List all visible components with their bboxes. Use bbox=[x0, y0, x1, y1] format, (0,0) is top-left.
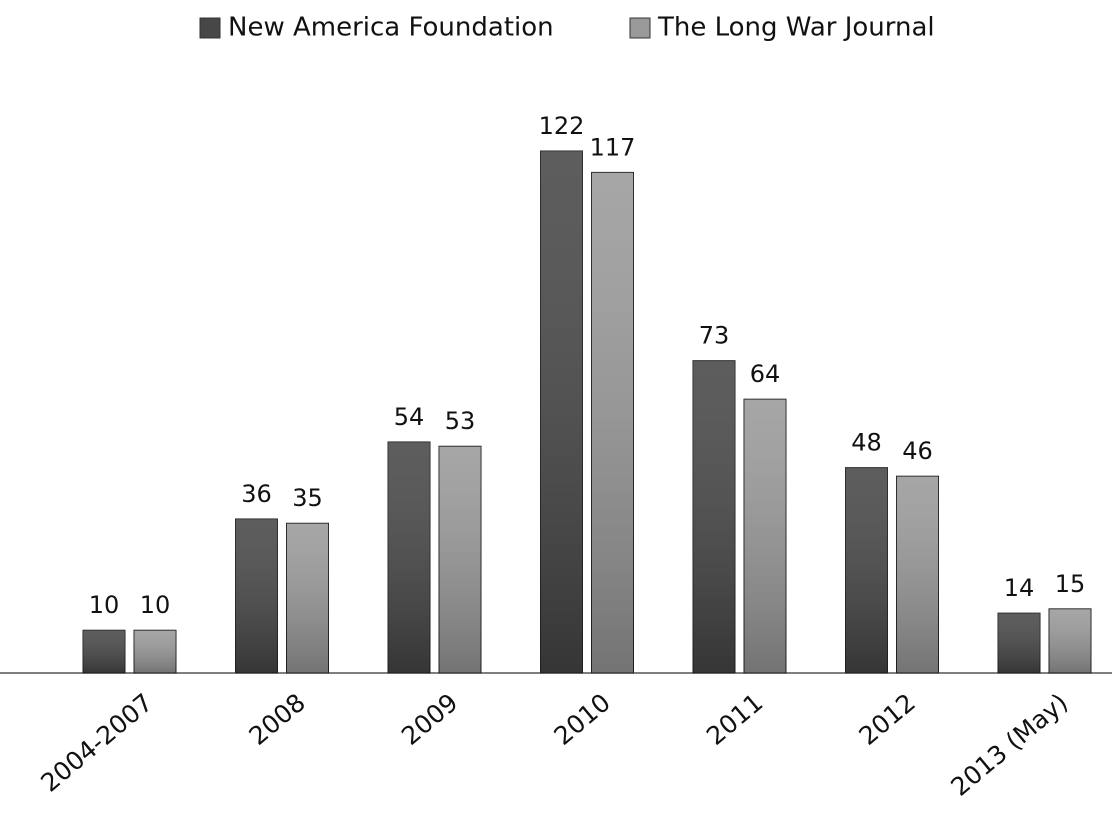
bar bbox=[387, 441, 431, 674]
data-label: 36 bbox=[241, 480, 272, 508]
data-label: 122 bbox=[539, 112, 585, 140]
data-label: 73 bbox=[699, 322, 730, 350]
data-label: 53 bbox=[445, 407, 476, 435]
bar bbox=[133, 629, 177, 674]
legend-label: New America Foundation bbox=[228, 13, 554, 43]
data-label: 14 bbox=[1004, 574, 1035, 602]
data-label: 15 bbox=[1055, 570, 1086, 598]
data-label: 46 bbox=[902, 437, 933, 465]
bar bbox=[438, 445, 482, 674]
x-tick-label: 2004-2007 bbox=[35, 688, 158, 798]
bar bbox=[997, 612, 1041, 674]
bar bbox=[1048, 608, 1092, 674]
data-label: 64 bbox=[750, 360, 781, 388]
bar bbox=[82, 629, 126, 674]
bar bbox=[591, 171, 634, 674]
x-tick-label: 2011 bbox=[701, 688, 768, 751]
bar bbox=[235, 518, 278, 674]
legend-swatch bbox=[629, 17, 651, 39]
bar bbox=[692, 360, 736, 674]
bar bbox=[743, 398, 787, 674]
data-label: 54 bbox=[394, 403, 425, 431]
x-tick-label: 2009 bbox=[396, 688, 463, 751]
data-label: 35 bbox=[292, 484, 323, 512]
x-tick-label: 2008 bbox=[243, 688, 310, 751]
data-label: 10 bbox=[89, 591, 120, 619]
legend-label: The Long War Journal bbox=[657, 13, 935, 43]
bar bbox=[540, 150, 583, 674]
legend-swatch bbox=[199, 17, 221, 39]
data-label: 48 bbox=[851, 429, 882, 457]
bar bbox=[286, 522, 329, 674]
x-tick-label: 2012 bbox=[853, 688, 920, 751]
data-label: 10 bbox=[140, 591, 171, 619]
x-tick-label: 2013 (May) bbox=[945, 688, 1073, 802]
x-tick-label: 2010 bbox=[548, 688, 615, 751]
bar bbox=[845, 467, 888, 674]
bar bbox=[896, 475, 939, 674]
data-label: 117 bbox=[590, 133, 636, 161]
